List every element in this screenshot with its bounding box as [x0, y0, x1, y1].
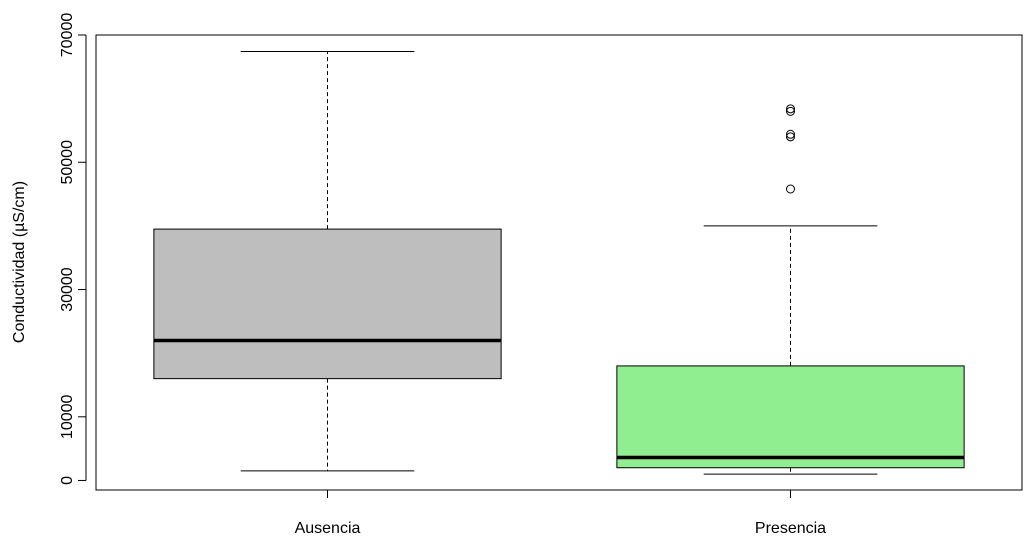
outlier-point [786, 104, 795, 114]
iqr-box [153, 228, 502, 380]
iqr-box [616, 365, 965, 469]
x-tick-label: Ausencia [295, 520, 361, 537]
y-tick-label: 30000 [59, 267, 76, 312]
plot-frame [95, 34, 1023, 491]
x-axis: Ausencia Presencia [295, 490, 826, 537]
y-tick-label: 70000 [59, 13, 76, 58]
y-axis: 0 10000 30000 50000 70000 [59, 13, 87, 485]
outlier-point [786, 106, 795, 116]
box-ausencia [153, 51, 502, 472]
x-tick-label: Presencia [755, 520, 826, 537]
y-tick-label: 10000 [59, 394, 76, 439]
outlier-point [786, 184, 795, 194]
boxes-layer [153, 51, 965, 475]
outlier-point [786, 132, 795, 142]
y-tick-label: 50000 [59, 140, 76, 185]
y-tick-label: 0 [59, 476, 76, 485]
box-presencia [616, 104, 965, 475]
outlier-point [786, 129, 795, 139]
y-axis-title: Conductividad (µS/cm) [11, 181, 28, 343]
